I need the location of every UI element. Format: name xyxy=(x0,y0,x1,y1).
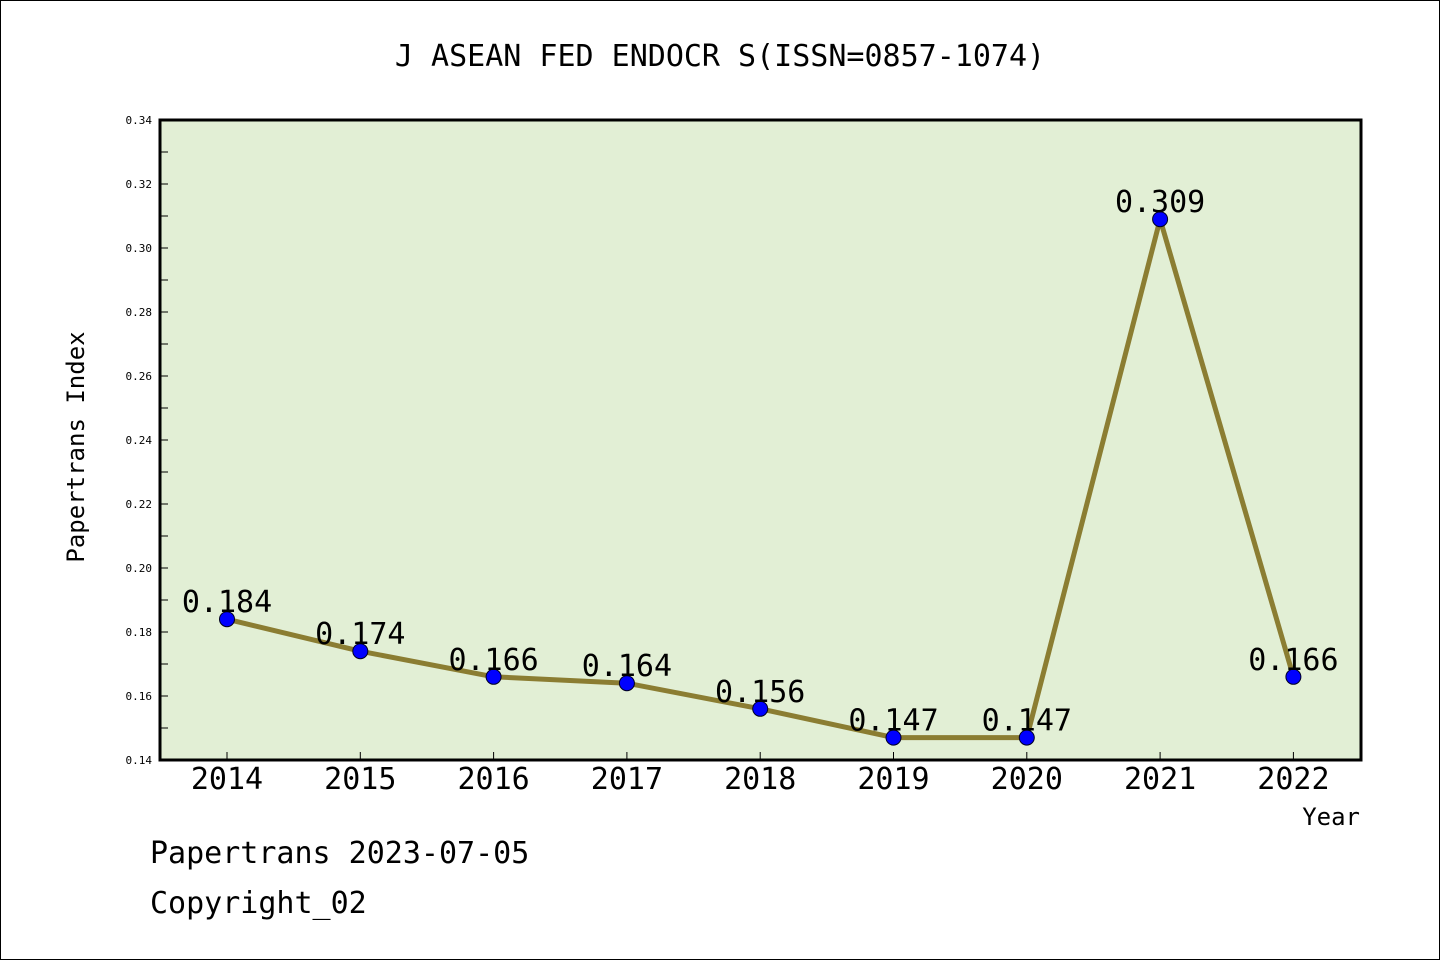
y-tick-label: 0.14 xyxy=(126,754,153,767)
x-tick-label: 2016 xyxy=(457,762,529,797)
x-tick-label: 2021 xyxy=(1124,762,1196,797)
chart-title: J ASEAN FED ENDOCR S(ISSN=0857-1074) xyxy=(395,39,1045,74)
x-tick-label: 2018 xyxy=(724,762,796,797)
data-point xyxy=(752,700,769,717)
y-tick-label: 0.16 xyxy=(126,690,153,703)
data-label: 0.309 xyxy=(1115,185,1205,220)
y-tick-label: 0.32 xyxy=(126,178,153,191)
data-label: 0.164 xyxy=(582,649,672,684)
y-tick-label: 0.34 xyxy=(126,114,153,127)
data-label: 0.174 xyxy=(315,617,405,652)
data-labels: 0.184 0.174 0.166 0.164 0.156 0.147 0.147 0.309… xyxy=(182,185,1339,738)
y-axis-label: Papertrans Index xyxy=(62,331,90,562)
data-point xyxy=(485,668,502,685)
y-tick-label: 0.24 xyxy=(126,434,153,447)
data-point xyxy=(352,643,369,660)
y-tick-label: 0.20 xyxy=(126,562,153,575)
x-axis: 2014 2015 2016 2017 2018 2019 2020 2021 2022 xyxy=(191,752,1330,797)
data-label: 0.156 xyxy=(715,675,805,710)
y-tick-label: 0.22 xyxy=(126,498,153,511)
data-point xyxy=(219,611,235,628)
x-tick-label: 2020 xyxy=(991,762,1063,797)
y-tick-label: 0.30 xyxy=(126,242,153,255)
data-point xyxy=(1018,729,1035,746)
data-label: 0.184 xyxy=(182,585,272,620)
x-tick-label: 2017 xyxy=(591,762,663,797)
x-tick-label: 2019 xyxy=(857,762,929,797)
footer-copyright: Copyright_02 xyxy=(150,886,367,921)
x-tick-label: 2015 xyxy=(324,762,396,797)
data-points xyxy=(219,211,1302,746)
x-tick-label: 2022 xyxy=(1257,762,1329,797)
data-label: 0.147 xyxy=(982,704,1072,739)
data-point xyxy=(1285,668,1302,685)
x-axis-label: Year xyxy=(1302,803,1360,831)
data-label: 0.147 xyxy=(848,704,938,739)
data-point xyxy=(618,675,635,692)
footer-date-line: Papertrans 2023-07-05 xyxy=(150,836,530,871)
data-label: 0.166 xyxy=(448,643,538,678)
y-tick-label: 0.26 xyxy=(126,370,153,383)
data-label: 0.166 xyxy=(1248,643,1338,678)
y-tick-label: 0.28 xyxy=(126,306,153,319)
data-point xyxy=(1152,211,1169,228)
y-tick-label: 0.18 xyxy=(126,626,153,639)
x-tick-label: 2014 xyxy=(191,762,263,797)
y-axis: 0.14 0.16 0.18 0.20 0.22 0.24 0.26 0.28 0.30 0.32… xyxy=(126,114,168,767)
data-point xyxy=(885,729,902,746)
